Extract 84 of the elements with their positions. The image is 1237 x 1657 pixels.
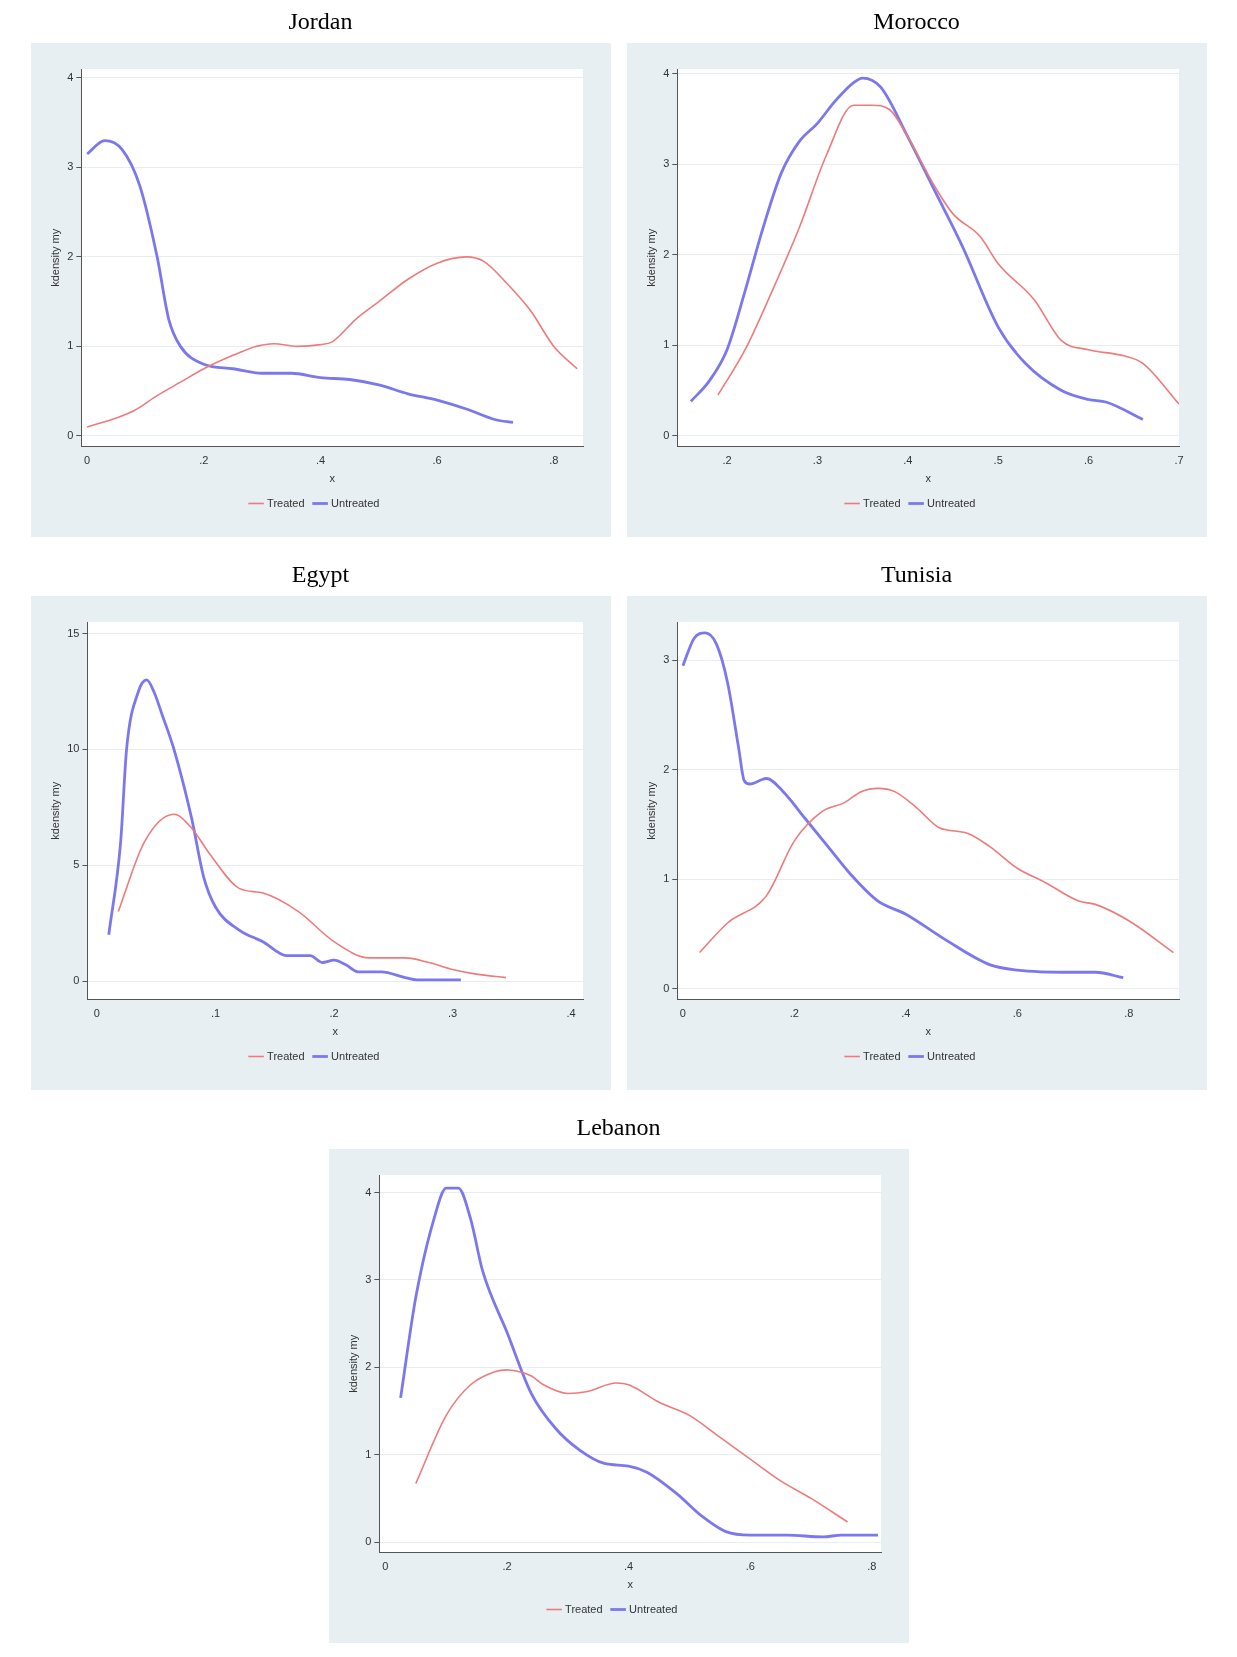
- y-axis-title: kdensity my: [346, 1334, 359, 1393]
- y-tick-label: 4: [66, 70, 73, 83]
- y-axis-title: kdensity my: [48, 228, 61, 287]
- x-tick-label: 0: [381, 1560, 388, 1573]
- y-axis-title: kdensity my: [644, 781, 657, 840]
- x-tick-label: .2: [501, 1560, 512, 1573]
- y-tick-label: 0: [662, 428, 669, 441]
- line-series: [85, 139, 514, 424]
- legend-label: Untreated: [628, 1602, 677, 1615]
- y-tick-label: 1: [364, 1447, 371, 1460]
- legend-label: Untreated: [330, 1049, 379, 1062]
- x-tick-label: 0: [83, 454, 90, 467]
- y-tick-label: 3: [662, 653, 669, 666]
- x-tick-label: .6: [1083, 454, 1093, 467]
- x-tick-label: .2: [198, 454, 208, 467]
- legend-label: Treated: [266, 496, 305, 509]
- x-tick-label: .6: [432, 454, 442, 467]
- legend-label: Treated: [266, 1049, 305, 1062]
- y-tick-label: 3: [364, 1272, 371, 1285]
- x-tick-label: .6: [745, 1560, 755, 1573]
- line-series: [716, 104, 1179, 405]
- y-tick-label: 4: [662, 66, 669, 79]
- chart-title: Tunisia: [879, 561, 954, 588]
- y-tick-label: 2: [364, 1360, 371, 1373]
- legend-label: Treated: [564, 1602, 603, 1615]
- y-tick-label: 0: [364, 1535, 371, 1548]
- legend-label: Untreated: [926, 496, 975, 509]
- x-tick-label: .4: [315, 454, 325, 467]
- y-axis-title: kdensity my: [48, 781, 61, 840]
- line-series: [414, 1369, 848, 1523]
- y-tick-label: 4: [364, 1185, 371, 1198]
- y-tick-label: 3: [66, 160, 73, 173]
- x-tick-label: .8: [548, 454, 558, 467]
- y-tick-label: 0: [66, 428, 73, 441]
- x-tick-label: .4: [566, 1007, 576, 1020]
- x-tick-label: .5: [993, 454, 1003, 467]
- line-series: [680, 631, 1125, 980]
- y-tick-label: 2: [662, 247, 669, 260]
- legend-label: Untreated: [330, 496, 379, 509]
- y-tick-label: 10: [66, 742, 79, 755]
- y-tick-label: 1: [662, 338, 669, 351]
- y-tick-label: 15: [66, 626, 79, 639]
- legend-label: Treated: [862, 1049, 901, 1062]
- legend-label: Untreated: [926, 1049, 975, 1062]
- line-series: [688, 76, 1144, 421]
- x-axis-title: x: [331, 1025, 338, 1038]
- x-tick-label: .3: [812, 454, 822, 467]
- x-tick-label: .8: [866, 1560, 876, 1573]
- x-tick-label: .4: [623, 1560, 633, 1573]
- y-tick-label: 0: [662, 981, 669, 994]
- line-series: [106, 678, 462, 982]
- x-axis-title: x: [328, 472, 335, 485]
- chart-title: Egypt: [290, 561, 351, 588]
- chart-title: Lebanon: [575, 1114, 662, 1141]
- x-tick-label: .6: [1012, 1007, 1022, 1020]
- line-series: [398, 1186, 879, 1539]
- y-tick-label: 2: [662, 762, 669, 775]
- line-series: [85, 256, 578, 428]
- x-tick-label: .2: [328, 1007, 339, 1020]
- chart-title: Jordan: [287, 8, 354, 35]
- x-tick-label: 0: [679, 1007, 686, 1020]
- line-series: [116, 813, 507, 979]
- x-tick-label: .8: [1123, 1007, 1133, 1020]
- chart-title: Morocco: [872, 8, 961, 35]
- line-series: [698, 787, 1174, 954]
- legend-label: Treated: [862, 496, 901, 509]
- x-tick-label: .7: [1173, 454, 1184, 467]
- x-tick-label: .2: [721, 454, 732, 467]
- x-tick-label: .4: [900, 1007, 910, 1020]
- y-tick-label: 1: [66, 339, 73, 352]
- x-axis-title: x: [924, 1025, 931, 1038]
- x-tick-label: 0: [93, 1007, 100, 1020]
- x-axis-title: x: [924, 472, 931, 485]
- x-tick-label: .3: [447, 1007, 457, 1020]
- y-tick-label: 0: [72, 974, 79, 987]
- x-tick-label: .4: [902, 454, 912, 467]
- y-tick-label: 5: [72, 858, 79, 871]
- x-tick-label: .2: [789, 1007, 799, 1020]
- y-tick-label: 3: [662, 157, 669, 170]
- y-axis-title: kdensity my: [644, 228, 657, 287]
- x-axis-title: x: [626, 1578, 633, 1591]
- y-tick-label: 2: [66, 249, 73, 262]
- y-tick-label: 1: [662, 872, 669, 885]
- x-tick-label: .1: [210, 1007, 220, 1020]
